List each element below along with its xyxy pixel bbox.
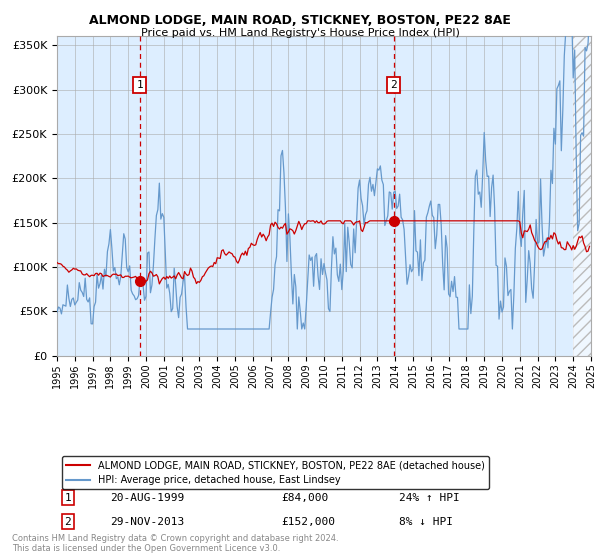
Text: £152,000: £152,000 bbox=[281, 516, 335, 526]
Legend: ALMOND LODGE, MAIN ROAD, STICKNEY, BOSTON, PE22 8AE (detached house), HPI: Avera: ALMOND LODGE, MAIN ROAD, STICKNEY, BOSTO… bbox=[62, 456, 488, 489]
Text: 1: 1 bbox=[136, 80, 143, 90]
Text: 1: 1 bbox=[64, 493, 71, 503]
Text: 29-NOV-2013: 29-NOV-2013 bbox=[110, 516, 185, 526]
Text: £84,000: £84,000 bbox=[281, 493, 329, 503]
Bar bbox=[573, 36, 591, 356]
Text: 20-AUG-1999: 20-AUG-1999 bbox=[110, 493, 185, 503]
Text: 2: 2 bbox=[390, 80, 397, 90]
Text: Contains HM Land Registry data © Crown copyright and database right 2024.
This d: Contains HM Land Registry data © Crown c… bbox=[12, 534, 338, 553]
Text: Price paid vs. HM Land Registry's House Price Index (HPI): Price paid vs. HM Land Registry's House … bbox=[140, 28, 460, 38]
Text: 2: 2 bbox=[64, 516, 71, 526]
Text: ALMOND LODGE, MAIN ROAD, STICKNEY, BOSTON, PE22 8AE: ALMOND LODGE, MAIN ROAD, STICKNEY, BOSTO… bbox=[89, 14, 511, 27]
Text: 24% ↑ HPI: 24% ↑ HPI bbox=[399, 493, 460, 503]
Text: 8% ↓ HPI: 8% ↓ HPI bbox=[399, 516, 453, 526]
Bar bbox=[573, 36, 591, 356]
